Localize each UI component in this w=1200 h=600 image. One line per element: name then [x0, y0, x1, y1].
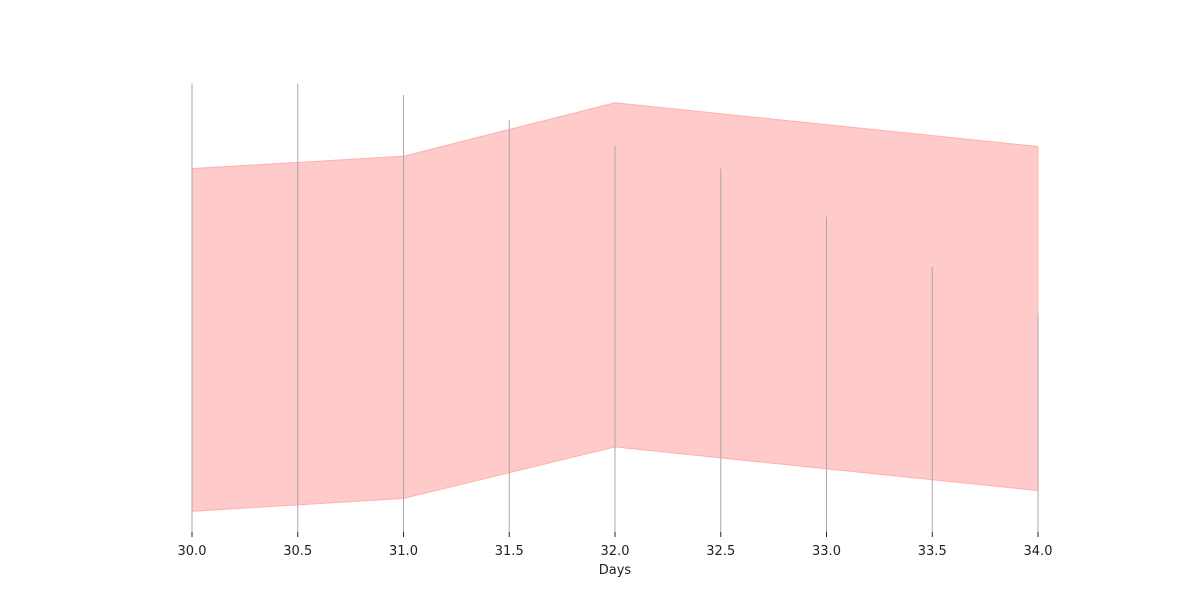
x-tick-label: 33.0: [812, 544, 841, 559]
x-axis-label: Days: [599, 563, 632, 578]
x-tick-label: 34.0: [1024, 544, 1053, 559]
x-tick-label: 33.5: [918, 544, 947, 559]
x-tick-label: 30.0: [178, 544, 207, 559]
x-tick-label: 30.5: [283, 544, 312, 559]
plot-area: [191, 83, 1039, 532]
x-tick-label: 31.0: [389, 544, 418, 559]
x-axis: 30.0 30.5 31.0 31.5 32.0 32.5 33.0 33.5 34.0: [178, 532, 1053, 559]
x-tick-label: 32.5: [706, 544, 735, 559]
x-tick-label: 32.0: [601, 544, 630, 559]
x-tick-label: 31.5: [495, 544, 524, 559]
